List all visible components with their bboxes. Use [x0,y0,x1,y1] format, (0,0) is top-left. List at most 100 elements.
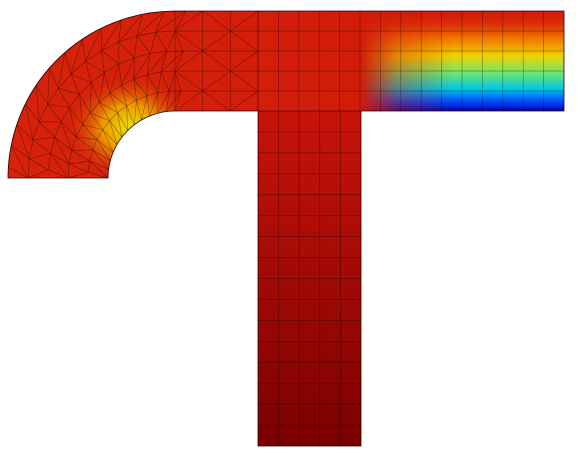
elbow-mesh-edge [79,94,83,125]
elbow-mesh-edge [92,139,98,151]
elbow-mesh-edge [49,67,59,89]
elbow-mesh-edge [149,92,159,117]
elbow-mesh-edge [32,121,40,141]
elbow-mesh-edge [69,107,77,138]
elbow-mesh-edge [89,160,109,170]
elbow-mesh-edge [117,112,128,131]
elbow-mesh-edge [133,74,148,80]
elbow-mesh-edge [32,136,55,141]
elbow-mesh-edge [161,70,176,73]
transition-mesh-edge [230,50,259,72]
elbow-mesh-edge [89,112,103,130]
elbow-mesh-edge [69,107,83,125]
elbow-mesh-edge [85,61,92,83]
transition-mesh-edge [174,90,203,112]
elbow-mesh-edge [81,39,86,62]
elbow-mesh-edge [101,50,105,73]
elbow-mesh-edge [147,71,162,75]
elbow-mesh-edge [157,91,170,114]
elbow-mesh-edge [89,160,109,179]
elbow-mesh-edge [70,73,92,83]
elbow-mesh-edge [102,120,110,130]
elbow-mesh-edge [157,90,170,94]
transition-mesh-edge [202,90,231,112]
elbow-mesh-edge [136,99,142,121]
elbow-mesh-edge [157,71,162,93]
elbow-mesh-edge [58,52,66,89]
elbow-mesh-edge [147,74,159,93]
elbow-mesh-edge [68,150,72,165]
elbow-mesh-edge [47,67,50,105]
elbow-mesh-edge [118,13,143,43]
elbow-mesh-edge [133,79,137,101]
elbow-mesh-edge [104,63,120,73]
elbow-mesh-edge [71,150,90,162]
elbow-mesh-edge [92,149,109,170]
elbow-mesh-edge [174,91,182,112]
elbow-mesh-edge [118,19,122,43]
elbow-mesh-edge [88,171,109,179]
elbow-mesh-edge [85,61,105,73]
elbow-mesh-edge [133,53,151,80]
transition-mesh-edge [202,50,231,72]
elbow-mesh-edge [149,32,157,54]
elbow-mesh-edge [50,137,56,154]
elbow-mesh-edge [101,41,119,52]
elbow-mesh-edge [75,136,93,151]
elbow-mesh-edge [155,30,176,33]
elbow-mesh-edge [146,95,150,117]
elbow-mesh-edge [29,152,51,160]
elbow-mesh-edge [118,41,135,58]
elbow-mesh-edge [8,166,29,179]
elbow-mesh-edge [29,158,49,170]
elbow-mesh-edge [69,94,80,108]
elbow-mesh-edge [71,136,77,151]
elbow-mesh-edge [11,145,30,160]
elbow-mesh-edge [47,153,51,170]
elbow-mesh-edge [146,53,151,75]
elbow-mesh-edge [87,160,91,173]
elbow-mesh-edge [136,95,148,101]
elbow-mesh-edge [117,105,127,113]
elbow-mesh-edge [160,51,184,73]
elbow-mesh-edge [79,82,92,95]
elbow-mesh-edge [85,28,102,62]
elbow-mesh-edge [82,124,103,131]
transition-mesh-edge [202,30,231,52]
elbow-mesh-edge [102,129,118,145]
elbow-mesh-edge [102,129,114,153]
elbow-mesh-edge [118,57,135,65]
transition-mesh-edge [202,11,231,32]
elbow-mesh-edge [99,102,110,121]
elbow-mesh-edge [109,112,118,121]
elbow-mesh-edge [48,169,69,179]
elbow-mesh-edge [109,63,120,94]
elbow-mesh-edge [70,61,86,75]
elbow-mesh-edge [117,112,123,138]
elbow-mesh-edge [109,120,123,138]
elbow-mesh-edge [89,102,100,114]
elbow-mesh-edge [134,53,151,59]
elbow-mesh-edge [165,91,170,112]
transition-mesh-edge [230,90,259,112]
elbow-mesh-edge [89,112,110,121]
elbow-mesh-edge [50,153,69,179]
elbow-mesh-edge [155,11,187,33]
elbow-mesh-edge [141,95,148,121]
elbow-mesh-edge [126,105,128,131]
elbow-mesh-edge [96,139,111,161]
elbow-mesh-edge [28,139,34,159]
elbow-mesh-edge [68,163,89,173]
elbow-mesh-edge [174,70,182,92]
transition-mesh-edge [230,70,259,92]
elbow-mesh-edge [38,121,55,138]
elbow-mesh-edge [99,102,118,113]
elbow-mesh-edge [47,104,62,123]
transition-mesh-edge [202,70,231,92]
elbow-mesh-edge [75,124,83,138]
elbow-mesh-edge [146,92,159,96]
elbow-mesh-edge [147,51,167,75]
elbow-mesh-edge [121,57,135,86]
